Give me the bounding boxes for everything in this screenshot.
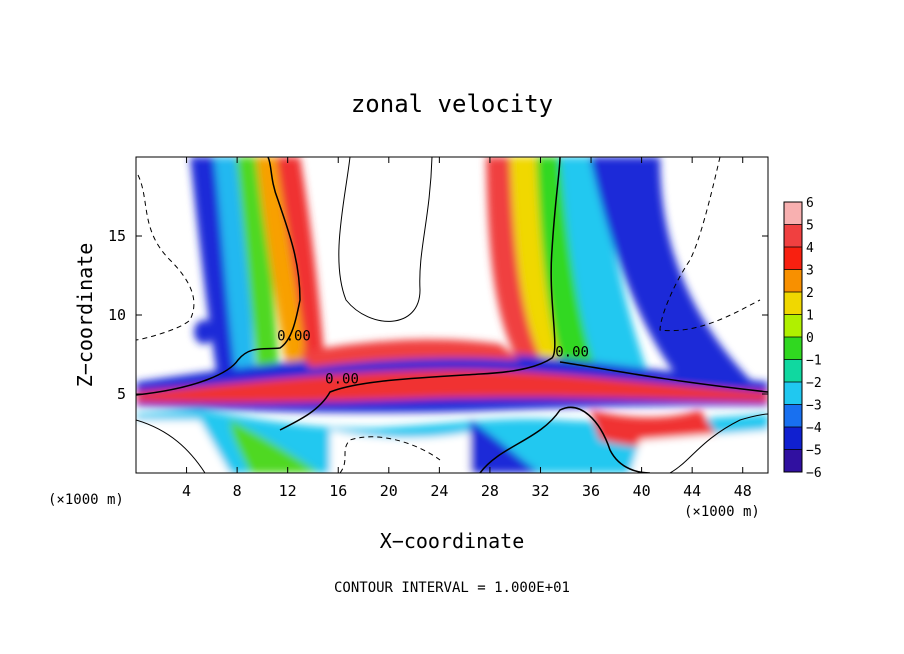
colorbar-label: −2 bbox=[806, 376, 822, 391]
velocity-region bbox=[630, 430, 768, 473]
colorbar-label: 5 bbox=[806, 219, 814, 234]
contour-label: 0.00 bbox=[325, 371, 359, 387]
x-tick-label: 12 bbox=[279, 482, 297, 500]
velocity-region bbox=[236, 157, 280, 380]
contour-interval-note: CONTOUR INTERVAL = 1.000E+01 bbox=[334, 580, 570, 596]
colorbar-swatch bbox=[784, 202, 802, 225]
velocity-region bbox=[330, 430, 470, 473]
x-tick-label: 40 bbox=[633, 482, 651, 500]
velocity-region bbox=[560, 157, 650, 380]
contour-label: 0.00 bbox=[555, 345, 589, 361]
velocity-region bbox=[276, 157, 326, 380]
x-tick-label: 36 bbox=[582, 482, 600, 500]
positive-contours bbox=[136, 157, 768, 473]
y-axis-ticks: 5 10 15 bbox=[108, 227, 768, 403]
y-tick-label: 5 bbox=[117, 385, 126, 403]
colorbar-label: 6 bbox=[806, 196, 814, 211]
colorbar-label: 3 bbox=[806, 264, 814, 279]
velocity-region bbox=[590, 157, 760, 390]
x-axis-ticks: 4 8 12 16 20 24 28 32 36 40 44 48 bbox=[182, 157, 752, 500]
x-tick-label: 48 bbox=[734, 482, 752, 500]
velocity-region bbox=[470, 420, 540, 473]
colorbar-label: 2 bbox=[806, 286, 814, 301]
x-unit-left: (×1000 m) bbox=[48, 492, 124, 508]
x-tick-label: 44 bbox=[683, 482, 701, 500]
x-unit-right: (×1000 m) bbox=[684, 504, 760, 520]
colorbar-swatch bbox=[784, 314, 802, 337]
y-axis-label: Z−coordinate bbox=[73, 243, 97, 388]
y-tick-label: 15 bbox=[108, 227, 126, 245]
colorbar-swatch bbox=[784, 292, 802, 315]
colorbar-swatch bbox=[784, 269, 802, 292]
colorbar-swatch bbox=[784, 247, 802, 270]
velocity-region bbox=[256, 157, 312, 380]
colorbar-label: 1 bbox=[806, 309, 814, 324]
velocity-region bbox=[136, 369, 768, 403]
zero-contours bbox=[136, 157, 768, 473]
colorbar-label: −6 bbox=[806, 466, 822, 481]
colorbar-label: −3 bbox=[806, 399, 822, 414]
x-tick-label: 24 bbox=[430, 482, 448, 500]
chart-title: zonal velocity bbox=[351, 90, 553, 118]
velocity-region bbox=[300, 339, 520, 368]
negative-contours bbox=[136, 157, 761, 473]
y-tick-label: 10 bbox=[108, 306, 126, 324]
velocity-region bbox=[194, 320, 214, 344]
colorbar-swatch bbox=[784, 427, 802, 450]
contour-labels: 0.00 0.00 0.00 bbox=[277, 329, 589, 388]
x-tick-label: 32 bbox=[531, 482, 549, 500]
colorbar-swatch bbox=[784, 224, 802, 247]
heatmap-field bbox=[136, 157, 768, 473]
x-tick-label: 4 bbox=[182, 482, 191, 500]
colorbar-label: −5 bbox=[806, 444, 822, 459]
colorbar-swatch bbox=[784, 382, 802, 405]
x-axis-label: X−coordinate bbox=[380, 529, 525, 553]
colorbar-label: −1 bbox=[806, 354, 822, 369]
x-tick-label: 20 bbox=[380, 482, 398, 500]
x-tick-label: 16 bbox=[329, 482, 347, 500]
colorbar: 6 5 4 3 2 1 0 −1 −2 −3 −4 −5 −6 bbox=[783, 196, 822, 481]
colorbar-swatch bbox=[784, 449, 802, 472]
velocity-region bbox=[230, 420, 320, 473]
colorbar-swatch bbox=[784, 337, 802, 360]
colorbar-label: −4 bbox=[806, 421, 822, 436]
colorbar-swatch bbox=[784, 404, 802, 427]
x-tick-label: 8 bbox=[233, 482, 242, 500]
colorbar-label: 0 bbox=[806, 331, 814, 346]
contour-label: 0.00 bbox=[277, 329, 311, 345]
colorbar-label: 4 bbox=[806, 241, 814, 256]
x-tick-label: 28 bbox=[481, 482, 499, 500]
colorbar-swatch bbox=[784, 359, 802, 382]
